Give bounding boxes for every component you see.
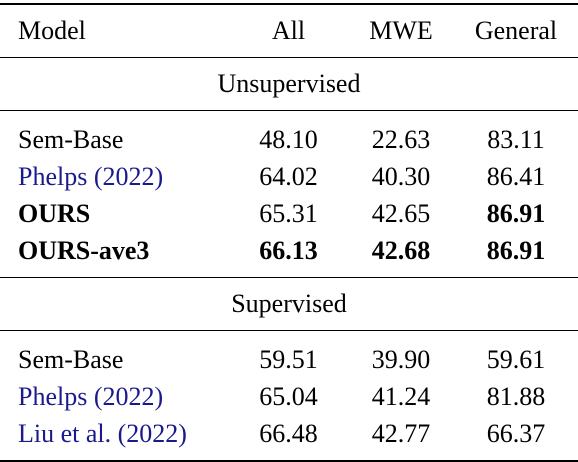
model-name: Phelps (2022) <box>0 158 229 195</box>
section-header-supervised: Supervised <box>0 277 578 331</box>
cell-general: 66.37 <box>453 415 578 462</box>
section-header-unsupervised: Unsupervised <box>0 57 578 111</box>
table-row: Phelps (2022) 64.02 40.30 86.41 <box>0 158 578 195</box>
cell-all: 65.04 <box>259 381 318 411</box>
citation-year[interactable]: (2022) <box>117 418 187 448</box>
cell-general: 86.91 <box>486 235 546 265</box>
table-row: Sem-Base 48.10 22.63 83.11 <box>0 110 578 158</box>
cell-general: 83.11 <box>453 110 578 158</box>
cell-general: 86.91 <box>486 198 546 228</box>
table-row: Sem-Base 59.51 39.90 59.61 <box>0 330 578 378</box>
cell-all: 64.02 <box>259 161 318 191</box>
results-table: Model All MWE General Unsupervised Sem-B… <box>0 3 578 462</box>
citation-year[interactable]: (2022) <box>93 381 164 411</box>
cell-general: 86.41 <box>486 161 546 191</box>
model-name: Phelps (2022) <box>0 378 229 415</box>
model-name: OURS <box>18 198 91 228</box>
citation-author[interactable]: Phelps <box>18 381 88 411</box>
cell-mwe: 42.68 <box>371 235 431 265</box>
cell-mwe: 22.63 <box>348 110 454 158</box>
cell-mwe: 42.65 <box>371 198 431 228</box>
header-mwe: MWE <box>348 3 454 58</box>
model-name: OURS-ave3 <box>18 235 150 265</box>
cell-mwe: 41.24 <box>371 381 431 411</box>
header-model: Model <box>0 3 229 58</box>
cell-mwe: 42.77 <box>348 415 454 462</box>
section-title: Unsupervised <box>0 57 578 111</box>
table-row: Liu et al. (2022) 66.48 42.77 66.37 <box>0 415 578 462</box>
header-all: All <box>228 3 349 58</box>
table-header-row: Model All MWE General <box>0 3 578 58</box>
cell-all: 59.51 <box>228 330 349 378</box>
table-row: Phelps (2022) 65.04 41.24 81.88 <box>0 378 578 415</box>
cell-general: 59.61 <box>453 330 578 378</box>
section-title: Supervised <box>0 277 578 331</box>
citation-year[interactable]: (2022) <box>93 161 164 191</box>
model-name: Sem-Base <box>0 110 229 158</box>
table-row: OURS 65.31 42.65 86.91 <box>0 195 578 232</box>
cell-mwe: 40.30 <box>371 161 431 191</box>
cell-all: 66.13 <box>259 235 318 265</box>
model-name: Sem-Base <box>0 330 229 378</box>
citation-author[interactable]: Liu et al. <box>18 418 112 448</box>
cell-general: 81.88 <box>486 381 546 411</box>
cell-all: 48.10 <box>228 110 349 158</box>
cell-all: 66.48 <box>228 415 349 462</box>
citation-author[interactable]: Phelps <box>18 161 88 191</box>
cell-all: 65.31 <box>259 198 318 228</box>
table-row: OURS-ave3 66.13 42.68 86.91 <box>0 232 578 278</box>
model-name: Liu et al. (2022) <box>0 415 229 462</box>
header-general: General <box>453 3 578 58</box>
cell-mwe: 39.90 <box>348 330 454 378</box>
